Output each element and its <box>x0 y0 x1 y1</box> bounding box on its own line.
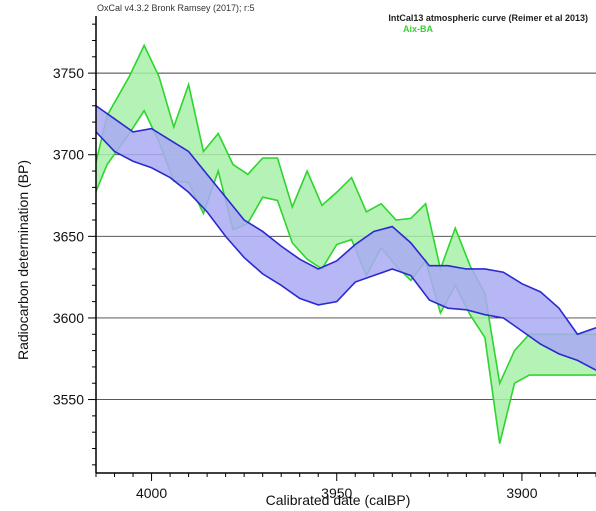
plot-area <box>96 43 596 444</box>
intcal13-band-fill <box>96 105 596 371</box>
aix-ba-band-fill <box>96 45 596 444</box>
legend-intcal13: IntCal13 atmospheric curve (Reimer et al… <box>388 13 588 23</box>
legend-aix-ba: Aix-BA <box>403 24 434 34</box>
y-tick-label-3550: 3550 <box>53 392 84 408</box>
intcal13-upper-line <box>96 105 596 336</box>
y-tick-label-3600: 3600 <box>53 310 84 326</box>
x-tick-label-3900: 3900 <box>506 485 537 501</box>
software-version-header: OxCal v4.3.2 Bronk Ramsey (2017); r:5 <box>97 3 255 13</box>
axes: 3550 3600 3650 3700 3750 4000 3950 3900 <box>53 16 596 501</box>
aix-ba-upper-line <box>96 43 596 386</box>
y-tick-label-3750: 3750 <box>53 65 84 81</box>
x-tick-label-3950: 3950 <box>321 485 352 501</box>
x-tick-label-4000: 4000 <box>136 485 167 501</box>
y-tick-label-3650: 3650 <box>53 228 84 244</box>
y-axis-title: Radiocarbon determination (BP) <box>15 160 31 360</box>
y-tick-label-3700: 3700 <box>53 147 84 163</box>
x-axis-title: Calibrated date (calBP) <box>266 492 411 508</box>
intcal13-lower-line <box>96 131 596 371</box>
